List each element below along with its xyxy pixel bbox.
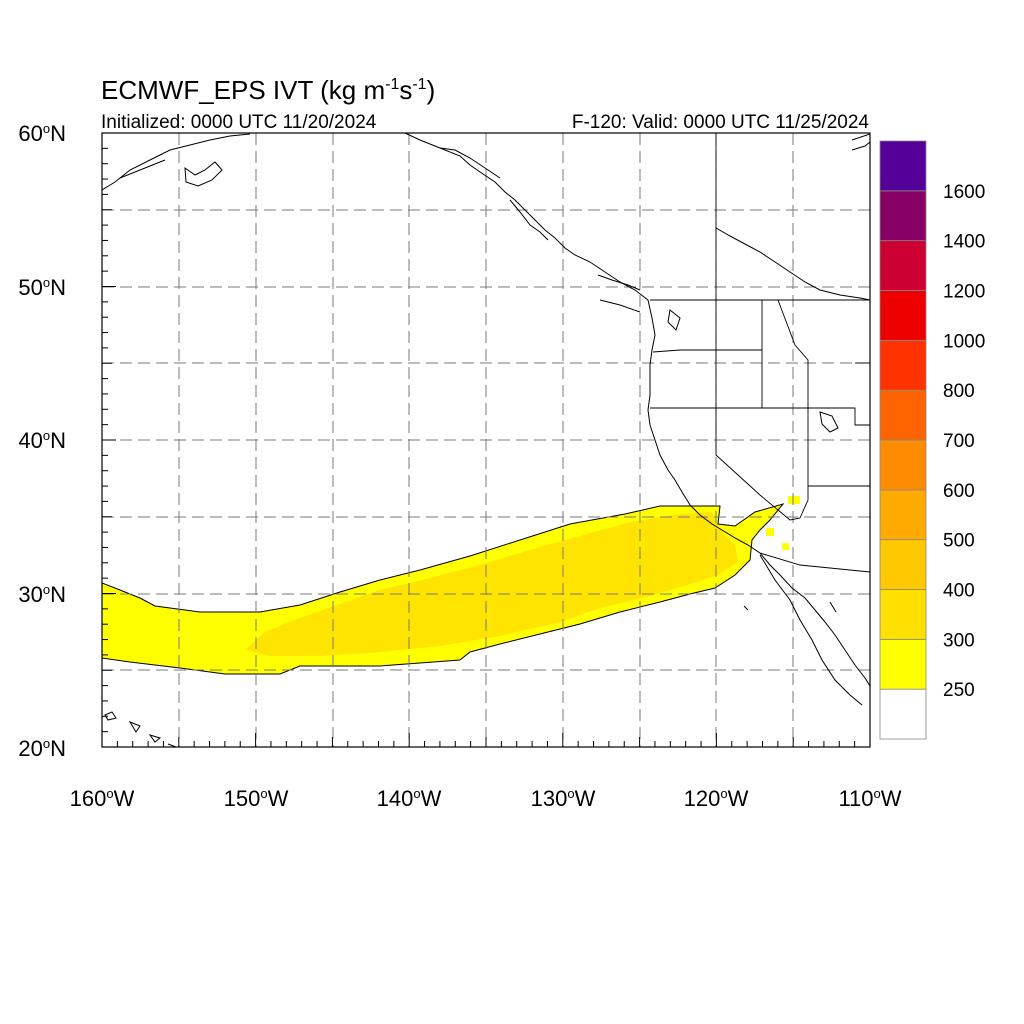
ivt-pixel <box>782 543 789 550</box>
colorbar-swatch <box>879 190 927 242</box>
lat-label-60: 60oN <box>18 121 66 146</box>
gridlines <box>102 133 870 747</box>
colorbar-swatch <box>879 290 927 341</box>
colorbar-label: 300 <box>943 630 975 651</box>
colorbar-swatch <box>879 140 927 192</box>
colorbar-label: 250 <box>943 680 975 701</box>
latitude-labels: 60oN 50oN 40oN 30oN 20oN <box>18 121 66 761</box>
axis-ticks <box>101 132 871 748</box>
ivt-pixel <box>766 528 774 536</box>
lat-label-30: 30oN <box>18 582 66 607</box>
colorbar-label: 1000 <box>943 331 985 352</box>
colorbar-label: 600 <box>943 481 975 502</box>
colorbar-swatch <box>879 339 927 391</box>
figure-title: ECMWF_EPS IVT (kg m-1s-1) <box>101 75 435 105</box>
coastlines <box>102 133 870 747</box>
colorbar: 250 300 400 500 600 700 800 1000 1200 1400 1600 <box>879 140 985 740</box>
lon-label-140w: 140oW <box>377 786 442 811</box>
colorbar-label: 400 <box>943 581 975 602</box>
colorbar-label: 1600 <box>943 182 985 203</box>
lon-label-120w: 120oW <box>684 786 749 811</box>
colorbar-swatch <box>879 688 927 740</box>
colorbar-swatch <box>879 489 927 541</box>
lon-label-150w: 150oW <box>224 786 289 811</box>
colorbar-swatch <box>879 240 927 291</box>
colorbar-swatch <box>879 439 927 491</box>
colorbar-swatch <box>879 389 927 441</box>
lat-label-20: 20oN <box>18 736 66 761</box>
init-time-subtitle: Initialized: 0000 UTC 11/20/2024 <box>101 112 377 133</box>
lat-label-40: 40oN <box>18 428 66 453</box>
colorbar-swatch <box>879 589 927 640</box>
lon-label-110w: 110oW <box>838 786 901 811</box>
political-borders <box>650 133 870 573</box>
colorbar-label: 700 <box>943 431 975 452</box>
colorbar-label: 800 <box>943 381 975 402</box>
colorbar-swatch <box>879 638 927 690</box>
lon-label-130w: 130oW <box>531 786 596 811</box>
lon-label-160w: 160oW <box>70 786 135 811</box>
longitude-labels: 160oW 150oW 140oW 130oW 120oW 110oW <box>70 786 902 811</box>
ivt-pixel <box>788 496 800 504</box>
colorbar-label: 500 <box>943 531 975 552</box>
colorbar-label: 1400 <box>943 232 985 253</box>
ivt-band-300 <box>245 512 738 656</box>
colorbar-label: 1200 <box>943 282 985 303</box>
map-area <box>102 133 870 747</box>
valid-time-subtitle: F-120: Valid: 0000 UTC 11/25/2024 <box>572 112 870 133</box>
colorbar-swatch <box>879 539 927 590</box>
lat-label-50: 50oN <box>18 275 66 300</box>
